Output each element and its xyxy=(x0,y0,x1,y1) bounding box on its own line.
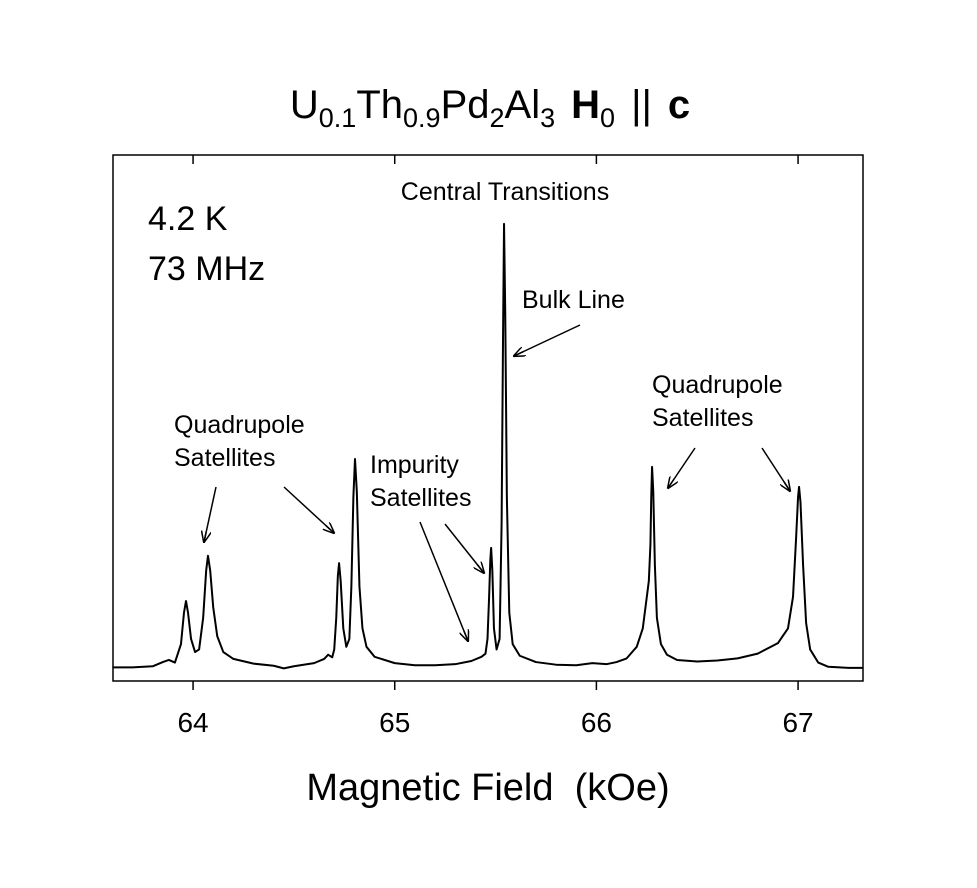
x-tick-label: 64 xyxy=(177,707,208,738)
annotation: Satellites xyxy=(174,444,275,472)
title-run: 0 xyxy=(600,103,615,133)
annotation-arrows xyxy=(204,324,790,641)
x-axis-label: Magnetic Field (kOe) xyxy=(306,767,669,809)
title-run: Th xyxy=(356,83,403,127)
arrow xyxy=(419,521,468,641)
plot-frame xyxy=(112,154,864,682)
annotation: Quadrupole xyxy=(652,371,783,399)
spectrum-line xyxy=(112,222,863,670)
x-tick-label: 65 xyxy=(379,707,410,738)
title-run: Al xyxy=(505,83,541,127)
arrow xyxy=(283,486,334,533)
title-run: H xyxy=(571,83,600,127)
x-tick-label: 67 xyxy=(782,707,813,738)
title-run: 2 xyxy=(490,103,505,133)
title-run: 0.1 xyxy=(319,103,357,133)
chart-title: U0.1Th0.9Pd2Al3 H0 || c xyxy=(290,83,690,133)
condition-label: 4.2 K xyxy=(148,200,228,238)
annotation: Bulk Line xyxy=(522,286,625,314)
title-run: || xyxy=(631,83,652,127)
arrow xyxy=(444,523,484,573)
title-run: U xyxy=(290,83,319,127)
condition-label: 73 MHz xyxy=(148,250,265,288)
x-tick-label: 66 xyxy=(581,707,612,738)
arrow xyxy=(204,486,217,542)
title-run: Pd xyxy=(441,83,490,127)
title-run: 3 xyxy=(540,103,555,133)
title-run: 0.9 xyxy=(403,103,441,133)
annotation: Central Transitions xyxy=(401,178,609,206)
arrow xyxy=(668,447,696,488)
annotation: Satellites xyxy=(370,484,471,512)
arrow xyxy=(514,324,581,356)
annotation: Impurity xyxy=(370,451,459,479)
title-run: c xyxy=(668,83,690,127)
annotation: Satellites xyxy=(652,404,753,432)
annotation: Quadrupole xyxy=(174,411,305,439)
arrow xyxy=(761,447,790,491)
